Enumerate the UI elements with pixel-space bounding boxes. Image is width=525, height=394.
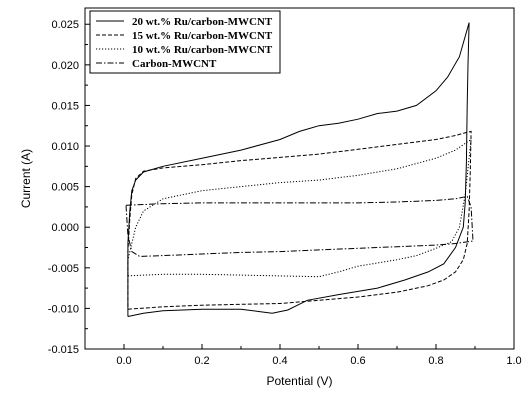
x-tick-label: 1.0 xyxy=(506,355,521,367)
y-axis-ticks: 0.025 0.020 0.015 0.010 0.005 0.000 -0.005 -0.0… xyxy=(48,19,90,356)
plot-lines xyxy=(125,22,474,317)
legend-label-2: 15 wt.% Ru/carbon-MWCNT xyxy=(132,30,273,42)
y-tick-label: -0.005 xyxy=(48,263,79,275)
legend: 20 wt.% Ru/carbon-MWCNT 15 wt.% Ru/carbon… xyxy=(89,10,281,74)
y-tick-label: 0.025 xyxy=(51,19,79,31)
y-axis-title: Current (A) xyxy=(19,149,33,208)
y-tick-label: 0.010 xyxy=(51,141,79,153)
x-tick-label: 0.6 xyxy=(350,355,365,367)
x-tick-label: 0.0 xyxy=(116,355,131,367)
series-line-1 xyxy=(127,22,470,317)
x-axis-title: Potential (V) xyxy=(266,374,332,388)
y-tick-label: 0.000 xyxy=(51,222,79,234)
x-tick-label: 0.8 xyxy=(428,355,443,367)
x-tick-label: 0.2 xyxy=(194,355,209,367)
y-tick-label: 0.015 xyxy=(51,100,79,112)
series-line-3 xyxy=(127,138,472,278)
plot-frame xyxy=(84,7,515,350)
series-line-4 xyxy=(125,195,474,257)
legend-label-4: Carbon-MWCNT xyxy=(132,58,217,70)
y-tick-label: -0.015 xyxy=(48,344,79,356)
y-tick-label: 0.005 xyxy=(51,182,79,194)
y-tick-label: -0.010 xyxy=(48,303,79,315)
series-line-2 xyxy=(127,130,472,310)
legend-label-1: 20 wt.% Ru/carbon-MWCNT xyxy=(132,16,273,28)
legend-label-3: 10 wt.% Ru/carbon-MWCNT xyxy=(132,44,273,56)
y-tick-label: 0.020 xyxy=(51,60,79,72)
x-axis-ticks: 0.0 0.2 0.4 0.6 0.8 1.0 xyxy=(84,344,522,367)
x-tick-label: 0.4 xyxy=(272,355,287,367)
